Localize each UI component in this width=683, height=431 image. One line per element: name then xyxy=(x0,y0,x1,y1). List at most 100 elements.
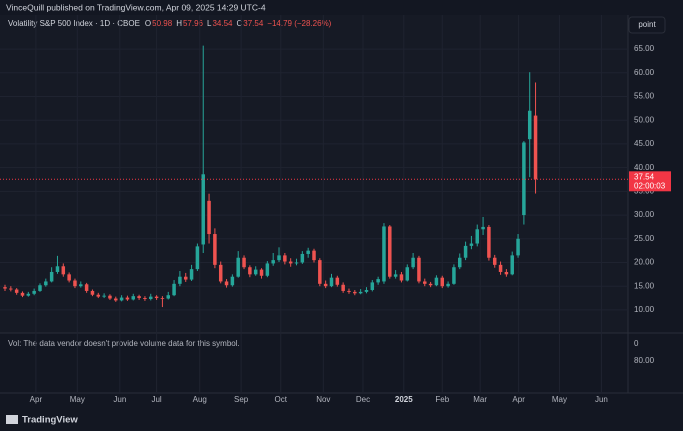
candle-body xyxy=(137,296,141,299)
footer-brand: TradingView xyxy=(22,415,78,426)
candle-body xyxy=(143,298,147,299)
y-tick-label: 30.00 xyxy=(634,210,655,219)
logo-icon xyxy=(6,415,18,424)
point-button-label[interactable]: point xyxy=(638,20,656,29)
x-tick-label: Oct xyxy=(275,395,288,404)
legend-text: 57.96 xyxy=(183,19,204,28)
candle-body xyxy=(487,226,491,258)
candle-body xyxy=(288,261,293,264)
legend-text: 37.54 xyxy=(243,19,264,28)
candle-body xyxy=(364,289,369,292)
candle-body xyxy=(49,271,54,282)
candle-body xyxy=(253,269,258,275)
legend-text: L xyxy=(207,19,212,28)
candle-body xyxy=(393,274,398,277)
candle-body xyxy=(329,277,334,287)
candle-body xyxy=(90,290,95,295)
y-tick-label: 20.00 xyxy=(634,258,655,267)
candle-body xyxy=(382,226,386,282)
y-tick-label: 25.00 xyxy=(634,234,655,243)
candle-body xyxy=(67,274,71,281)
candle-body xyxy=(26,293,31,296)
candle-body xyxy=(9,288,13,290)
candle-body xyxy=(463,245,468,258)
candle-body xyxy=(207,200,211,235)
candle-body xyxy=(131,296,136,300)
y-tick-label: 15.00 xyxy=(634,281,655,290)
candle-body xyxy=(347,290,351,292)
x-tick-label: Feb xyxy=(435,395,449,404)
candle-body xyxy=(318,260,322,284)
candle-body xyxy=(341,284,345,291)
candle-body xyxy=(183,276,188,280)
candle-body xyxy=(323,283,328,287)
candle-body xyxy=(125,297,130,300)
volume-axis-label: 0 xyxy=(634,339,639,348)
candle-body xyxy=(265,263,270,276)
candle-body xyxy=(3,287,7,289)
candle-body xyxy=(516,238,520,256)
legend-text: Volatility S&P 500 Index · 1D · CBOE xyxy=(8,19,140,28)
candle-body xyxy=(178,276,182,284)
candle-body xyxy=(248,267,252,275)
y-tick-label: 45.00 xyxy=(634,139,655,148)
candle-body xyxy=(102,295,106,297)
candle-body xyxy=(61,266,66,275)
candle-body xyxy=(411,257,415,268)
candle-body xyxy=(195,246,200,270)
y-tick-label: 60.00 xyxy=(634,68,655,77)
candle-body xyxy=(405,267,410,281)
x-tick-label: Jul xyxy=(151,395,161,404)
candle-body xyxy=(277,255,281,261)
x-tick-label: Apr xyxy=(30,395,43,404)
candle-body xyxy=(20,292,25,296)
legend-text: −14.79 (−28.26%) xyxy=(267,19,331,28)
candle-body xyxy=(300,253,305,263)
candle-body xyxy=(154,296,159,299)
candle-body xyxy=(370,282,375,290)
candle-body xyxy=(79,284,83,287)
x-tick-label: Jun xyxy=(113,395,126,404)
candle-body xyxy=(376,279,380,283)
legend-text: H xyxy=(176,19,182,28)
candle-body xyxy=(242,257,246,268)
candle-body xyxy=(522,142,526,216)
legend: Volatility S&P 500 Index · 1D · CBOE O 50.… xyxy=(8,19,332,28)
y-tick-label: 40.00 xyxy=(634,163,655,172)
candle-body xyxy=(469,243,474,246)
candle-body xyxy=(236,257,240,277)
candle-body xyxy=(230,276,235,286)
point-button[interactable] xyxy=(628,16,666,34)
legend-text: 50.98 xyxy=(152,19,173,28)
candle-body xyxy=(224,281,229,286)
candle-body xyxy=(14,289,19,293)
candle-body xyxy=(452,267,456,284)
candle-body xyxy=(259,269,264,276)
candle-body xyxy=(73,280,77,287)
candle-body xyxy=(84,284,89,291)
price-badge xyxy=(629,171,671,192)
candle-body xyxy=(440,277,445,287)
candle-body xyxy=(423,281,427,284)
candle-body xyxy=(428,283,433,286)
candle-body xyxy=(189,269,194,280)
candle-body xyxy=(172,283,176,296)
candle-body xyxy=(492,257,497,265)
volume-axis-label: 80.00 xyxy=(634,356,655,365)
candle-body xyxy=(475,229,479,244)
price-badge-value: 37.54 xyxy=(634,172,655,181)
x-tick-label: May xyxy=(552,395,567,404)
legend-text: C xyxy=(236,19,242,28)
y-tick-label: 50.00 xyxy=(634,115,655,124)
x-tick-label: Mar xyxy=(473,395,487,404)
candle-body xyxy=(271,260,275,264)
candle-body xyxy=(166,295,170,299)
x-tick-label: Dec xyxy=(356,395,370,404)
candle-body xyxy=(388,226,392,277)
candle-body xyxy=(213,234,217,265)
y-tick-label: 65.00 xyxy=(634,44,655,53)
candle-body xyxy=(32,290,36,294)
candle-body xyxy=(218,264,223,282)
